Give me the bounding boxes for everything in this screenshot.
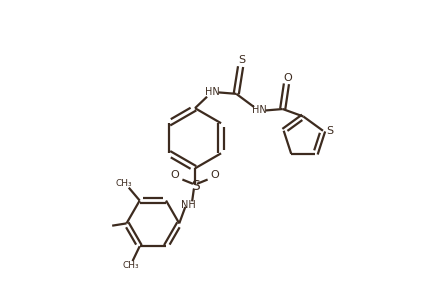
Text: S: S bbox=[326, 126, 334, 136]
Text: S: S bbox=[191, 179, 199, 193]
Text: HN: HN bbox=[252, 105, 267, 115]
Text: CH₃: CH₃ bbox=[116, 179, 132, 188]
Text: O: O bbox=[171, 170, 179, 180]
Text: HN: HN bbox=[205, 88, 220, 97]
Text: O: O bbox=[211, 170, 220, 180]
Text: O: O bbox=[283, 73, 292, 83]
Text: S: S bbox=[238, 55, 245, 65]
Text: NH: NH bbox=[181, 200, 196, 210]
Text: CH₃: CH₃ bbox=[123, 261, 139, 270]
